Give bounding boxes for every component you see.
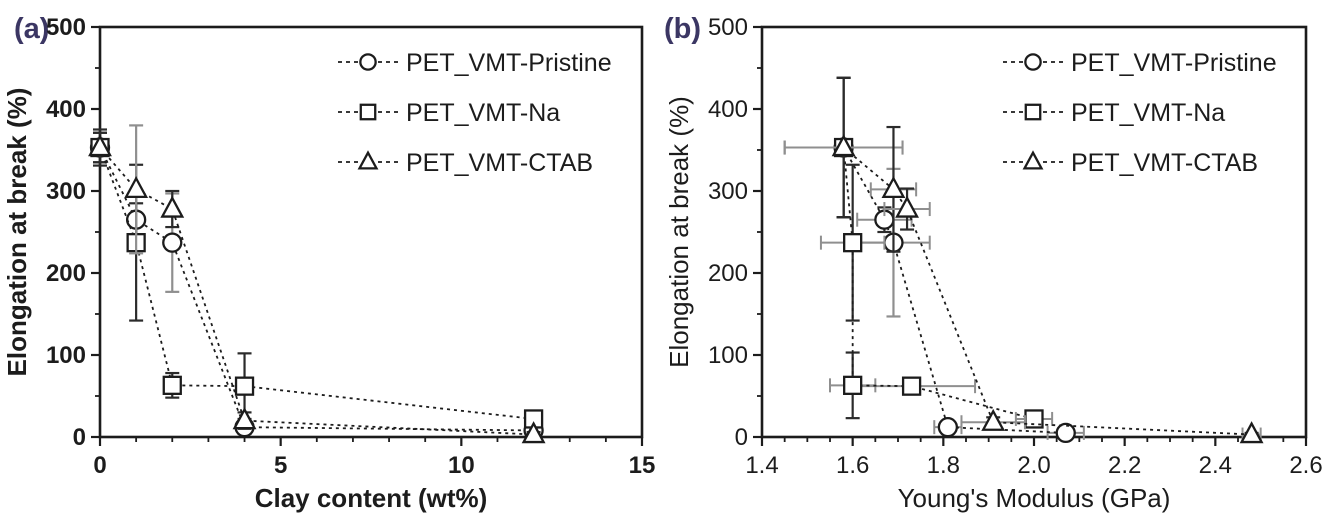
- data-point-triangle: [895, 195, 919, 218]
- data-point-circle: [937, 417, 959, 438]
- x-tick-label: 0: [93, 452, 106, 479]
- y-tick-label: 500: [708, 14, 748, 41]
- y-tick-label: 400: [708, 96, 748, 123]
- y-tick-label: 0: [735, 424, 748, 451]
- data-point-square: [901, 376, 922, 396]
- axes-a: 0 5 10 15 0 100 200 300 400 500: [46, 14, 655, 479]
- legend-item-PET_VMT-Pristine: PET_VMT-Pristine: [338, 49, 612, 77]
- x-tick-label: 1.4: [745, 452, 778, 479]
- y-tick-label: 400: [46, 96, 86, 123]
- data-point-triangle: [232, 407, 257, 430]
- x-tick-label: 2.0: [1017, 452, 1050, 479]
- data-point-square: [234, 376, 255, 396]
- x-tick-label: 2.2: [1108, 452, 1141, 479]
- data-point-square: [843, 233, 863, 253]
- x-tick-label: 2.4: [1199, 452, 1232, 479]
- data-point-triangle: [521, 421, 546, 444]
- y-tick-label: 500: [46, 14, 86, 41]
- series-line-square: [842, 147, 1035, 420]
- x-tick-label: 15: [629, 452, 656, 479]
- series-line-triangle: [99, 146, 534, 436]
- y-tick-label: 100: [708, 342, 748, 369]
- data-point-triangle: [88, 134, 112, 157]
- legend-marker-triangle: [1022, 150, 1044, 170]
- y-axis-title-b: Elongation at break (%): [664, 96, 694, 368]
- y-axis-title-a: Elongation at break (%): [2, 88, 32, 377]
- y-tick-label: 200: [46, 260, 86, 287]
- data-point-triangle: [1239, 421, 1264, 444]
- legend-marker-triangle: [357, 150, 379, 170]
- series-line-triangle: [843, 146, 1252, 436]
- legend-item-PET_VMT-Na: PET_VMT-Na: [1003, 99, 1225, 127]
- data-point-circle: [162, 232, 183, 253]
- data-point-square: [162, 375, 182, 395]
- x-tick-label: 10: [448, 452, 475, 479]
- x-axis-title-b: Young's Modulus (GPa): [898, 483, 1171, 513]
- panel-b-label: (b): [664, 13, 701, 45]
- legend-item-PET_VMT-CTAB: PET_VMT-CTAB: [1003, 149, 1258, 177]
- y-tick-label: 300: [46, 178, 86, 205]
- legend-item-PET_VMT-CTAB: PET_VMT-CTAB: [338, 149, 593, 177]
- data-point-circle: [1055, 422, 1076, 444]
- legend-marker-square: [1024, 103, 1042, 121]
- series-PET_VMT-Na: [783, 76, 1054, 429]
- legend-label: PET_VMT-Pristine: [1071, 49, 1277, 77]
- data-point-square: [843, 375, 863, 395]
- x-tick-label: 1.6: [836, 452, 869, 479]
- x-tick-label: 5: [274, 452, 287, 479]
- y-tick-label: 200: [708, 260, 748, 287]
- panel-b-plot: 1.4 1.6 1.8 2.0 2.2 2.4 2.6 0 100 200 300 400 500 You…: [664, 14, 1323, 513]
- data-point-triangle: [160, 195, 185, 218]
- legend-label: PET_VMT-Na: [406, 99, 560, 127]
- axes-b: 1.4 1.6 1.8 2.0 2.2 2.4 2.6 0 100 200 300 400 500: [708, 14, 1323, 479]
- legend-item-PET_VMT-Pristine: PET_VMT-Pristine: [1003, 49, 1277, 77]
- panel-a-plot: 0 5 10 15 0 100 200 300 400 500 Clay content (wt%)…: [2, 14, 655, 513]
- y-tick-label: 100: [46, 342, 86, 369]
- legend-label: PET_VMT-CTAB: [1071, 149, 1258, 177]
- data-point-triangle: [831, 134, 856, 157]
- x-axis-title-a: Clay content (wt%): [255, 483, 488, 513]
- y-tick-label: 0: [73, 424, 86, 451]
- data-point-triangle: [981, 408, 1006, 431]
- legend-item-PET_VMT-Na: PET_VMT-Na: [338, 99, 560, 127]
- data-point-triangle: [881, 175, 906, 199]
- series-PET_VMT-Pristine: [89, 131, 544, 441]
- y-tick-label: 300: [708, 178, 748, 205]
- x-tick-label: 1.8: [927, 452, 960, 479]
- data-point-triangle: [124, 175, 149, 199]
- legend-label: PET_VMT-CTAB: [406, 149, 593, 177]
- legend-marker-circle: [359, 53, 377, 71]
- legend-label: PET_VMT-Pristine: [406, 49, 612, 77]
- series-PET_VMT-CTAB: [783, 76, 1264, 444]
- legend-marker-square: [359, 103, 377, 121]
- x-tick-label: 2.6: [1289, 452, 1322, 479]
- series-PET_VMT-CTAB: [88, 124, 546, 444]
- legend-label: PET_VMT-Na: [1071, 99, 1225, 127]
- legend-marker-circle: [1024, 53, 1042, 71]
- panel-a-label: (a): [14, 13, 49, 45]
